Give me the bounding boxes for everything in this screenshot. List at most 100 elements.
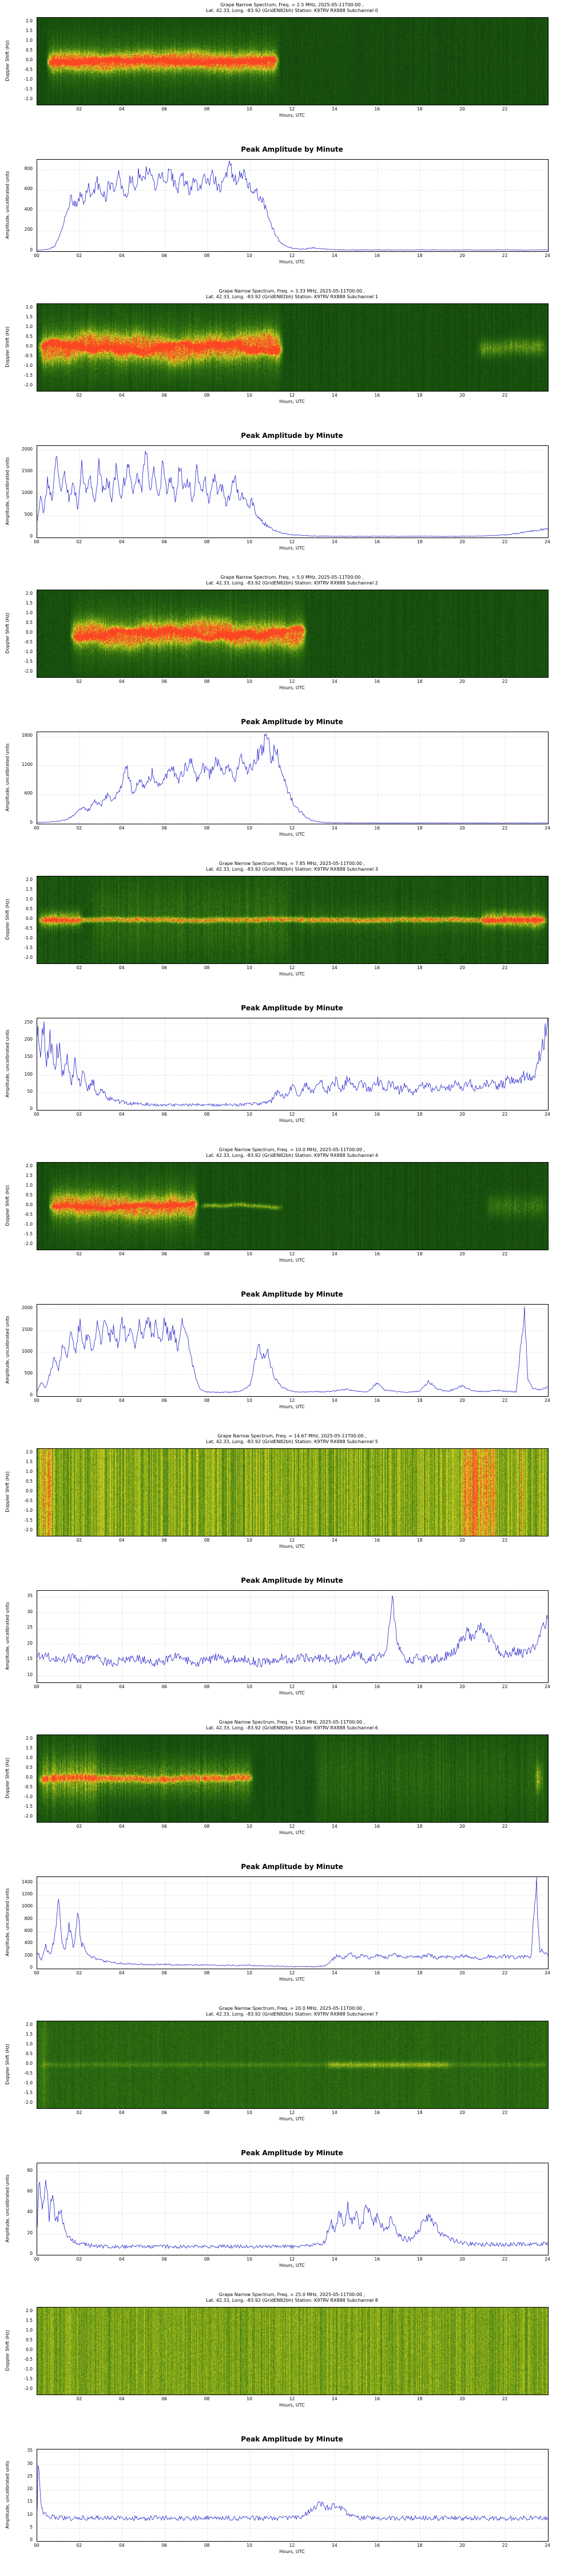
hours-axis-label: Hours, UTC (279, 1258, 305, 1263)
hours-axis-label: Hours, UTC (279, 971, 305, 977)
spectrogram-title-line1: Grape Narrow Spectrum, Freq. = 2.5 MHz, … (220, 2, 364, 7)
hours-tick-label: 14 (332, 825, 337, 831)
doppler-tick-label: 0.0 (26, 1775, 33, 1780)
hours-tick-label: 16 (374, 2396, 380, 2401)
amplitude-line-plot (37, 445, 549, 538)
hours-tick-label: 02 (76, 2396, 82, 2401)
hours-tick-label: 22 (502, 1251, 508, 1257)
amplitude-tick-label: 30 (27, 1609, 33, 1614)
spectrogram-heatmap-plot (37, 2021, 549, 2109)
hours-tick-label: 18 (416, 1251, 423, 1257)
hours-axis-label: Hours, UTC (279, 1404, 305, 1409)
hours-tick-label: 02 (76, 965, 82, 970)
hours-tick-label: 10 (247, 2543, 252, 2548)
hours-tick-label: 00 (34, 253, 39, 258)
hours-tick-label: 22 (502, 1112, 508, 1117)
doppler-tick-label: 0.0 (26, 2061, 33, 2066)
spectrogram-figure-subchannel-5: Grape Narrow Spectrum, Freq. = 14.67 MHz… (0, 1431, 572, 1574)
hours-tick-label: 02 (76, 393, 82, 398)
doppler-tick-label: 1.0 (26, 896, 33, 902)
hours-tick-label: 14 (332, 1538, 337, 1543)
amplitude-tick-label: 40 (27, 2209, 33, 2215)
hours-tick-label: 02 (76, 825, 82, 831)
hours-tick-label: 24 (545, 2257, 550, 2262)
doppler-tick-label: 2.0 (26, 1449, 33, 1455)
hours-tick-label: 04 (119, 1538, 125, 1543)
hours-tick-label: 02 (76, 1398, 82, 1403)
hours-tick-label: 00 (34, 1970, 39, 1976)
hours-tick-label: 12 (289, 2543, 295, 2548)
hours-tick-label: 20 (459, 679, 465, 684)
hours-tick-label: 20 (459, 2257, 465, 2262)
amplitude-figure-subchannel-6: Peak Amplitude by Minute Amplitude, uncal… (0, 1860, 572, 2004)
doppler-tick-label: 0.0 (26, 1202, 33, 1207)
hours-tick-label: 02 (76, 2110, 82, 2115)
amplitude-tick-label: 1400 (21, 1879, 33, 1884)
amplitude-tick-label: 20 (27, 1640, 33, 1646)
spectrogram-title-line2: Lat. 42.33, Long. -83.92 (GridEN82bh) St… (206, 1725, 378, 1730)
hours-axis-label: Hours, UTC (279, 113, 305, 118)
doppler-tick-label: -2.0 (24, 954, 33, 960)
doppler-tick-label: -0.5 (24, 1784, 33, 1789)
doppler-tick-label: 1.0 (26, 2041, 33, 2047)
doppler-tick-label: 0.5 (26, 620, 33, 626)
hours-tick-label: 02 (76, 106, 82, 112)
hours-tick-label: 16 (374, 825, 380, 831)
hours-tick-label: 06 (161, 1398, 168, 1403)
doppler-tick-label: 1.0 (26, 610, 33, 616)
hours-tick-label: 06 (161, 2257, 168, 2262)
amplitude-tick-label: 100 (24, 1071, 33, 1077)
hours-tick-label: 16 (374, 1970, 380, 1976)
hours-axis-label: Hours, UTC (279, 2116, 305, 2121)
hours-tick-label: 08 (204, 1538, 210, 1543)
spectrogram-title-line1: Grape Narrow Spectrum, Freq. = 7.85 MHz,… (219, 861, 366, 866)
hours-tick-label: 10 (247, 393, 252, 398)
hours-tick-label: 20 (459, 1398, 465, 1403)
hours-tick-label: 08 (204, 2543, 210, 2548)
hours-tick-label: 02 (76, 1684, 82, 1689)
hours-tick-label: 16 (374, 393, 380, 398)
hours-tick-label: 18 (416, 1824, 423, 1829)
hours-tick-label: 16 (374, 253, 380, 258)
doppler-tick-label: 1.5 (26, 1459, 33, 1465)
amplitude-tick-label: 1800 (21, 733, 33, 738)
hours-tick-label: 04 (119, 1251, 125, 1257)
doppler-tick-label: -2.0 (24, 1240, 33, 1246)
amplitude-figure-subchannel-2: Peak Amplitude by Minute Amplitude, uncal… (0, 716, 572, 859)
hours-tick-label: 06 (161, 1112, 168, 1117)
hours-tick-label: 20 (459, 1824, 465, 1829)
doppler-tick-label: 1.5 (26, 1173, 33, 1179)
amplitude-tick-label: 200 (24, 1037, 33, 1042)
hours-tick-label: 08 (204, 106, 210, 112)
hours-tick-label: 16 (374, 539, 380, 544)
amplitude-title: Peak Amplitude by Minute (241, 2149, 343, 2157)
amplitude-tick-label: 250 (24, 1020, 33, 1025)
doppler-tick-label: 0.0 (26, 1488, 33, 1494)
spectrogram-title-line2: Lat. 42.33, Long. -83.92 (GridEN82bh) St… (206, 2012, 378, 2017)
hours-tick-label: 02 (76, 539, 82, 544)
doppler-tick-label: -1.0 (24, 1507, 33, 1513)
amplitude-tick-label: 1500 (21, 468, 33, 473)
hours-tick-label: 20 (459, 106, 465, 112)
amplitude-tick-label: 800 (24, 1915, 33, 1921)
hours-tick-label: 24 (545, 1112, 550, 1117)
hours-tick-label: 18 (416, 2110, 423, 2115)
hours-tick-label: 22 (502, 1398, 508, 1403)
amplitude-title: Peak Amplitude by Minute (241, 2435, 343, 2443)
hours-tick-label: 02 (76, 1112, 82, 1117)
hours-tick-label: 04 (119, 253, 125, 258)
amplitude-tick-label: 200 (24, 227, 33, 232)
hours-tick-label: 24 (545, 2543, 550, 2548)
hours-tick-label: 00 (34, 1112, 39, 1117)
hours-tick-label: 18 (416, 393, 423, 398)
amplitude-series-line (37, 1306, 548, 1393)
spectrogram-title-line2: Lat. 42.33, Long. -83.92 (GridEN82bh) St… (206, 1439, 378, 1444)
doppler-tick-label: 0.0 (26, 916, 33, 921)
hours-axis-label: Hours, UTC (279, 546, 305, 551)
hours-tick-label: 04 (119, 1684, 125, 1689)
amplitude-tick-label: 0 (30, 247, 33, 252)
amplitude-tick-label: 150 (24, 1054, 33, 1060)
doppler-tick-label: 2.0 (26, 2022, 33, 2028)
spectrogram-figure-subchannel-3: Grape Narrow Spectrum, Freq. = 7.85 MHz,… (0, 859, 572, 1002)
hours-tick-label: 12 (289, 1398, 295, 1403)
